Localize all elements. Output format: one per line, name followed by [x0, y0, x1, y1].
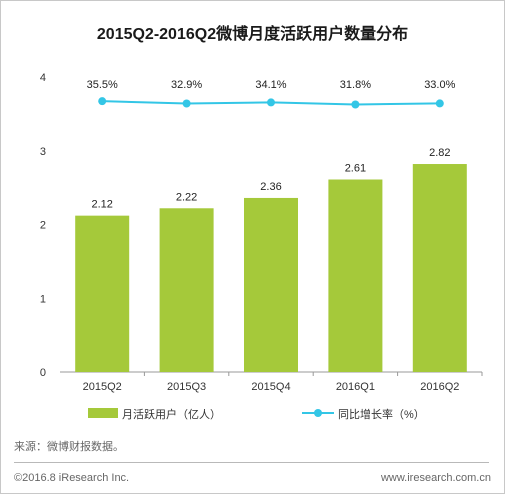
- x-tick-label: 2016Q2: [420, 381, 459, 393]
- growth-rate-point: [182, 99, 191, 108]
- growth-rate-label: 32.9%: [171, 79, 202, 91]
- growth-rate-point: [351, 100, 360, 109]
- legend-bar-label: 月活跃用户（亿人）: [122, 407, 221, 421]
- bar-value-label: 2.82: [429, 147, 450, 159]
- y-tick-label: 0: [40, 367, 46, 379]
- growth-rate-label: 31.8%: [340, 79, 371, 91]
- bar-2015Q2: [75, 215, 130, 372]
- bar-2016Q1: [328, 179, 383, 372]
- website-text: www.iresearch.com.cn: [380, 472, 491, 484]
- bar-2016Q2: [412, 164, 467, 372]
- footer-divider: [14, 462, 489, 463]
- x-tick-label: 2015Q3: [167, 381, 206, 393]
- y-tick-label: 4: [40, 72, 46, 84]
- legend-bar-swatch: [88, 408, 118, 418]
- bar-value-label: 2.12: [91, 199, 112, 211]
- legend-line-marker: [314, 409, 322, 417]
- bar-value-label: 2.22: [176, 191, 197, 203]
- y-tick-label: 3: [40, 146, 46, 158]
- growth-rate-point: [98, 97, 107, 106]
- growth-rate-label: 34.1%: [255, 79, 286, 91]
- chart-area: 0 1 2 3 4 2015Q2 2015Q3 2015Q4 2016Q1 2016Q2 2.12…: [40, 72, 483, 421]
- bar-value-label: 2.36: [260, 181, 281, 193]
- bar-2015Q3: [159, 208, 214, 372]
- legend-line-label: 同比增长率（%）: [338, 407, 425, 421]
- chart-title: 2015Q2-2016Q2微博月度活跃用户数量分布: [96, 26, 409, 43]
- growth-rate-label: 35.5%: [87, 79, 118, 91]
- source-note: 来源：微博财报数据。: [14, 441, 124, 453]
- y-tick-label: 2: [40, 220, 46, 232]
- growth-rate-point: [435, 99, 444, 108]
- growth-rate-point: [267, 98, 275, 107]
- bar-value-label: 2.61: [345, 163, 366, 175]
- bar-2015Q4: [244, 197, 298, 372]
- x-tick-label: 2015Q4: [251, 381, 290, 393]
- copyright-text: ©2016.8 iResearch Inc.: [14, 472, 130, 484]
- x-tick-label: 2015Q2: [83, 381, 122, 393]
- growth-rate-label: 33.0%: [424, 79, 455, 91]
- y-tick-label: 1: [40, 293, 46, 305]
- x-tick-label: 2016Q1: [336, 381, 375, 393]
